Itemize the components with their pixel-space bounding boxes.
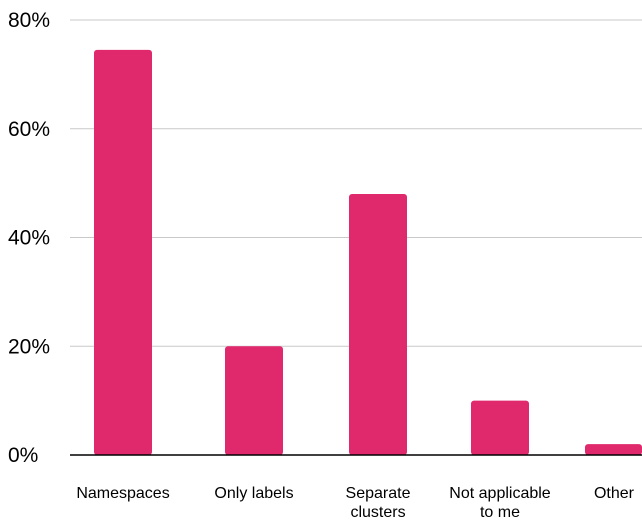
y-axis-tick-labels: 0% 20% 40% 60% 80% <box>8 9 50 467</box>
bar <box>94 49 152 455</box>
y-tick-label: 0% <box>8 444 38 467</box>
x-tick-label-line: Only labels <box>214 485 293 502</box>
y-tick-label: 40% <box>8 227 50 250</box>
x-tick-label: Namespaces <box>76 485 169 502</box>
x-tick-label: Separate clusters <box>346 485 411 521</box>
x-tick-label-line: Namespaces <box>76 485 169 502</box>
y-tick-label: 20% <box>8 335 50 358</box>
x-tick-label-line: Not applicable <box>449 485 551 502</box>
x-tick-label-line: to me <box>480 504 520 521</box>
x-axis-category-labels: Namespaces Only labels Separate clusters Not… <box>76 485 634 521</box>
bar <box>585 444 642 455</box>
x-tick-label: Only labels <box>214 485 293 502</box>
y-tick-label: 80% <box>8 9 50 32</box>
bars <box>94 49 642 455</box>
bar <box>471 400 529 455</box>
bar <box>225 346 283 455</box>
y-tick-label: 60% <box>8 118 50 141</box>
x-tick-label-line: clusters <box>350 504 405 521</box>
x-tick-label-line: Separate <box>346 485 411 502</box>
x-tick-label-line: Other <box>594 485 635 502</box>
x-tick-label: Not applicable to me <box>449 485 551 521</box>
bar <box>349 194 407 455</box>
x-tick-label: Other <box>594 485 635 502</box>
